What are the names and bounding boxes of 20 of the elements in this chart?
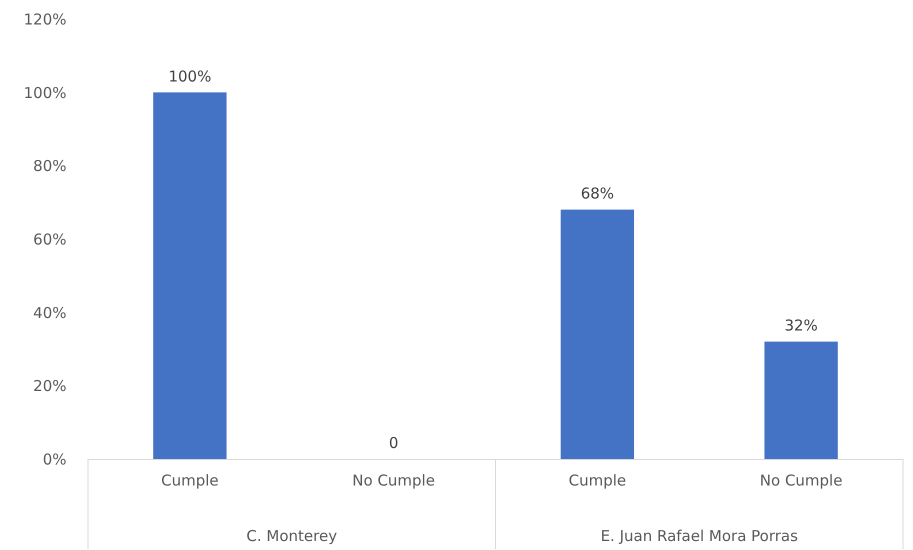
x-tick-label: Cumple — [568, 472, 626, 490]
bar — [764, 342, 838, 459]
y-tick-label: 80% — [33, 157, 66, 176]
text: E. Juan Rafael Mora Porras — [600, 527, 798, 545]
data-label: 68% — [580, 184, 614, 203]
x-tick-label: Cumple — [161, 472, 219, 490]
x-tick-label: No Cumple — [352, 472, 435, 490]
y-tick-label: 0% — [42, 450, 66, 468]
y-tick-label: 100% — [24, 84, 66, 102]
y-tick-label: 20% — [33, 377, 66, 396]
y-tick-label: 120% — [24, 10, 66, 28]
data-label: 0 — [388, 434, 398, 452]
y-tick-label: 40% — [33, 304, 66, 322]
bar — [560, 210, 634, 459]
x-tick-label: No Cumple — [760, 472, 842, 490]
data-label: 32% — [784, 316, 818, 335]
bar — [153, 92, 227, 459]
text: C. Monterey — [246, 527, 338, 545]
y-tick-label: 60% — [33, 230, 66, 248]
data-label: 100% — [168, 67, 212, 86]
